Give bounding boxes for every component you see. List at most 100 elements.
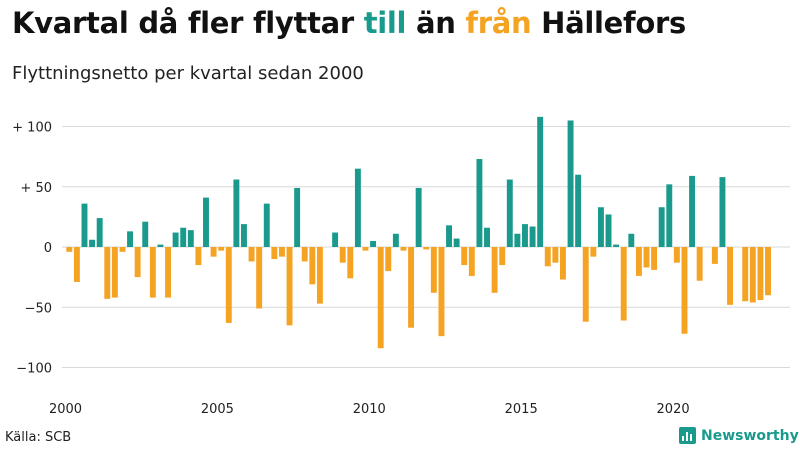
- x-tick-label: 2015: [505, 402, 538, 417]
- brand-name: Newsworthy: [701, 427, 799, 444]
- bar-2000-q2: [73, 247, 80, 282]
- bar-2022-q4: [757, 247, 764, 301]
- bar-2014-q4: [514, 233, 521, 248]
- title-part-post: Hällefors: [531, 6, 686, 40]
- bar-2019-q1: [643, 247, 650, 268]
- bar-2008-q1: [309, 247, 316, 285]
- bar-2004-q1: [187, 230, 194, 247]
- bar-2021-q4: [727, 247, 733, 305]
- bar-2017-q2: [590, 247, 597, 257]
- bar-2012-q1: [430, 247, 437, 293]
- bar-2016-q1: [552, 247, 559, 263]
- bar-2008-q2: [316, 247, 323, 304]
- bar-2009-q4: [362, 247, 369, 251]
- bar-2005-q3: [233, 179, 240, 247]
- bar-2020-q4: [696, 247, 703, 281]
- bar-2017-q3: [597, 207, 604, 248]
- title-word-till: till: [363, 6, 407, 40]
- y-tick-label: −50: [25, 301, 52, 316]
- bar-2003-q1: [157, 244, 164, 247]
- bar-2013-q3: [476, 159, 483, 247]
- chart-logo-icon: [679, 427, 696, 444]
- bar-2020-q2: [681, 247, 688, 334]
- bar-2008-q4: [332, 232, 339, 247]
- bar-2006-q1: [248, 247, 255, 262]
- bar-2003-q3: [172, 232, 179, 247]
- bar-2009-q3: [354, 168, 361, 248]
- bar-2005-q2: [225, 247, 232, 323]
- bar-2010-q3: [385, 247, 392, 272]
- bar-2017-q4: [605, 214, 612, 248]
- bar-2011-q1: [400, 247, 407, 251]
- bar-2019-q2: [651, 247, 658, 270]
- bar-2021-q2: [711, 247, 718, 264]
- bar-2020-q1: [673, 247, 680, 263]
- bar-2010-q1: [370, 240, 377, 247]
- bar-2003-q4: [180, 227, 187, 247]
- bar-2011-q4: [423, 247, 430, 250]
- bar-2004-q4: [210, 247, 217, 257]
- bar-2019-q3: [658, 207, 665, 248]
- bar-2014-q2: [499, 247, 506, 266]
- bar-2006-q2: [256, 247, 263, 309]
- title-part-mid: än: [406, 6, 466, 40]
- bar-2014-q1: [491, 247, 498, 293]
- y-axis-labels: + 100 + 50 0 −50 −100: [12, 121, 52, 377]
- bar-2005-q1: [218, 247, 225, 251]
- bar-2000-q4: [89, 239, 96, 247]
- bar-2004-q3: [203, 197, 209, 247]
- bar-2015-q1: [522, 224, 528, 247]
- bar-2004-q2: [195, 247, 202, 266]
- bar-2017-q1: [582, 247, 589, 322]
- bar-2018-q3: [628, 233, 635, 248]
- bar-2002-q3: [142, 221, 149, 247]
- bar-2010-q4: [392, 233, 399, 248]
- bar-2018-q2: [620, 247, 627, 321]
- bar-2011-q2: [408, 247, 415, 328]
- bar-2001-q1: [96, 218, 103, 247]
- bar-2007-q2: [286, 247, 293, 326]
- bar-2015-q4: [544, 247, 551, 267]
- bar-2002-q2: [134, 247, 141, 278]
- bar-2013-q1: [461, 247, 468, 266]
- bar-2012-q2: [438, 247, 445, 337]
- bar-2001-q4: [119, 247, 126, 252]
- bar-2016-q4: [575, 174, 582, 247]
- source-note: Källa: SCB: [5, 430, 72, 445]
- bar-2013-q4: [484, 227, 490, 247]
- bar-2021-q3: [719, 177, 726, 247]
- bar-2006-q3: [263, 203, 270, 247]
- bar-2005-q4: [241, 224, 247, 247]
- y-tick-label: + 100: [12, 121, 52, 136]
- bar-2007-q4: [301, 247, 308, 262]
- bar-2010-q2: [377, 247, 384, 349]
- bars: [66, 116, 771, 349]
- title-part-pre: Kvartal då fler flyttar: [12, 6, 364, 40]
- bar-2015-q2: [529, 226, 536, 247]
- y-tick-label: + 50: [20, 181, 52, 196]
- bar-2000-q1: [66, 247, 73, 252]
- bar-2016-q2: [559, 247, 566, 280]
- bar-2015-q3: [537, 116, 544, 247]
- bar-2019-q4: [666, 184, 673, 247]
- x-tick-label: 2010: [353, 402, 386, 417]
- bar-2018-q1: [613, 244, 620, 247]
- bar-2002-q4: [149, 247, 156, 298]
- bar-2001-q2: [104, 247, 111, 299]
- bar-2018-q4: [635, 247, 642, 276]
- bar-2014-q3: [506, 179, 513, 247]
- bar-2023-q1: [765, 247, 771, 296]
- brand-logo[interactable]: Newsworthy: [679, 427, 799, 444]
- bar-2013-q2: [468, 247, 475, 276]
- bar-2009-q1: [339, 247, 346, 263]
- x-axis-labels: 2000 2005 2010 2015 2020: [49, 402, 690, 417]
- bar-2020-q3: [689, 175, 696, 247]
- bar-2003-q2: [165, 247, 171, 298]
- chart-subtitle: Flyttningsnetto per kvartal sedan 2000: [12, 63, 364, 84]
- bar-2022-q2: [742, 247, 749, 302]
- bar-2022-q3: [749, 247, 756, 303]
- bar-2016-q3: [567, 120, 574, 247]
- x-tick-label: 2005: [201, 402, 234, 417]
- title-word-fran: från: [465, 6, 532, 40]
